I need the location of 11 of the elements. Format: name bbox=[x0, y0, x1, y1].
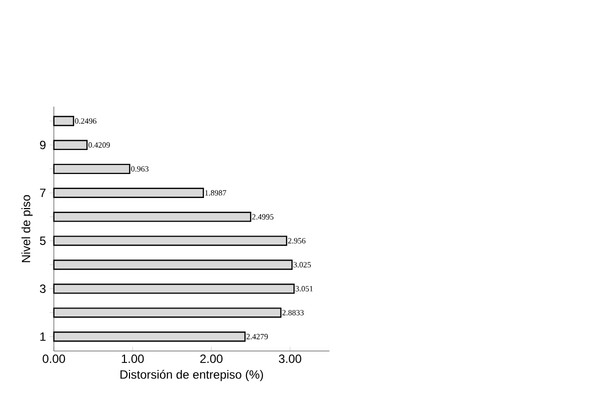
y-tick-label: 3 bbox=[40, 284, 46, 293]
y-axis-title: Nivel de piso bbox=[21, 195, 33, 262]
x-tick-label: 1.00 bbox=[122, 354, 144, 363]
x-axis-title: Distorsión de entrepiso (%) bbox=[120, 370, 263, 382]
y-tick-label: 9 bbox=[40, 140, 46, 150]
y-tick-label: 1 bbox=[40, 332, 46, 341]
x-tick-label: 0.00 bbox=[42, 354, 66, 363]
y-tick-label: 5 bbox=[40, 236, 46, 245]
x-tick-label: 3.00 bbox=[278, 354, 302, 363]
y-tick-label: 7 bbox=[40, 188, 46, 197]
x-tick-label: 2.00 bbox=[200, 354, 222, 363]
